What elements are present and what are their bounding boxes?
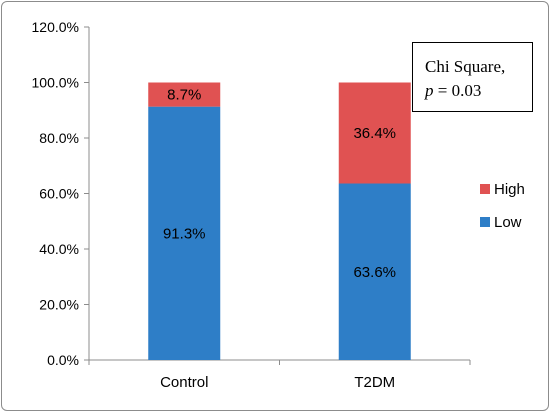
y-tick-label: 0.0% [47,352,79,368]
bar-low [148,106,221,360]
p-value: = 0.03 [433,81,482,100]
chi-square-annotation: Chi Square, p = 0.03 [412,42,533,112]
data-label: 63.6% [353,264,396,281]
y-tick-label: 40.0% [39,241,79,257]
y-tick-label: 100.0% [32,75,79,91]
bar-high [148,82,221,107]
p-symbol: p [425,81,434,100]
x-tick-label: T2DM [354,374,395,391]
legend-label-low: Low [494,214,522,231]
data-label: 36.4% [353,125,396,142]
x-tick-label: Control [160,374,208,391]
data-label: 8.7% [167,87,201,104]
y-tick-label: 60.0% [39,186,79,202]
bar-low [338,183,411,360]
legend-label-high: High [494,181,525,198]
y-tick-label: 20.0% [39,297,79,313]
y-tick-label: 120.0% [32,19,79,35]
y-tick-label: 80.0% [39,130,79,146]
bar-high [338,82,411,184]
legend-swatch-high [480,184,490,194]
annotation-line2: p = 0.03 [425,79,532,103]
data-label: 91.3% [163,225,206,242]
annotation-line1: Chi Square, [425,57,506,76]
legend-swatch-low [480,217,490,227]
